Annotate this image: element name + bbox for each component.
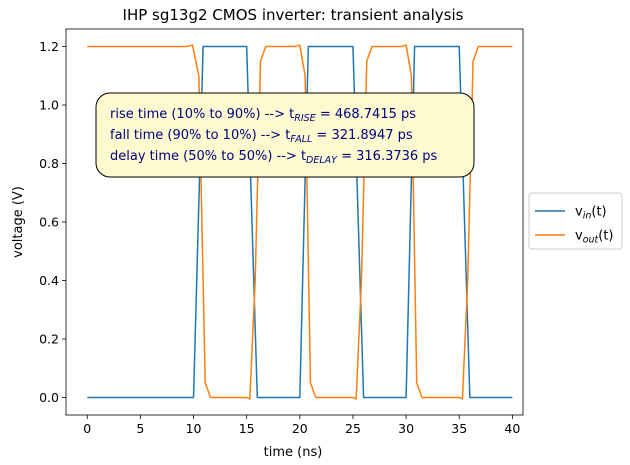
legend: vin(t) vout(t) — [528, 192, 623, 250]
y-tick-label: 1.0 — [39, 98, 59, 113]
y-tick-label: 0.6 — [39, 215, 59, 230]
x-tick-label: 5 — [136, 421, 144, 436]
y-tick-label: 0.0 — [39, 390, 59, 405]
y-tick-label: 0.8 — [39, 156, 59, 171]
annotation-line: fall time (90% to 10%) --> tFALL = 321.8… — [110, 128, 413, 145]
series-line-vout — [87, 44, 513, 400]
x-tick-label: 10 — [186, 421, 202, 436]
x-tick-label: 0 — [83, 421, 91, 436]
y-axis-label: voltage (V) — [11, 186, 26, 258]
y-tick-label: 0.4 — [39, 273, 59, 288]
x-tick-label: 25 — [345, 421, 361, 436]
annotation-line: rise time (10% to 90%) --> tRISE = 468.7… — [110, 107, 416, 124]
legend-entry: vout(t) — [575, 229, 614, 246]
x-tick-label: 15 — [239, 421, 255, 436]
plot-frame — [65, 28, 524, 416]
y-tick-label: 0.2 — [39, 331, 59, 346]
chart-title: IHP sg13g2 CMOS inverter: transient anal… — [123, 6, 464, 24]
series-line-vin — [87, 45, 513, 399]
annotation-background — [95, 92, 475, 178]
x-tick-label: 20 — [292, 421, 308, 436]
x-axis-label: time (ns) — [264, 445, 323, 460]
legend-entry: vin(t) — [575, 205, 607, 222]
plot-area — [65, 28, 524, 416]
x-tick-label: 40 — [504, 421, 520, 436]
x-axis: 0 5 10 15 20 25 30 35 40 — [83, 415, 520, 436]
y-axis: 0.0 0.2 0.4 0.6 0.8 1.0 1.2 — [39, 39, 66, 405]
x-tick-label: 30 — [398, 421, 414, 436]
x-tick-label: 35 — [451, 421, 467, 436]
annotation-box: rise time (10% to 90%) --> tRISE = 468.7… — [95, 92, 475, 178]
y-tick-label: 1.2 — [39, 39, 59, 54]
annotation-line: delay time (50% to 50%) --> tDELAY = 316… — [110, 149, 438, 166]
